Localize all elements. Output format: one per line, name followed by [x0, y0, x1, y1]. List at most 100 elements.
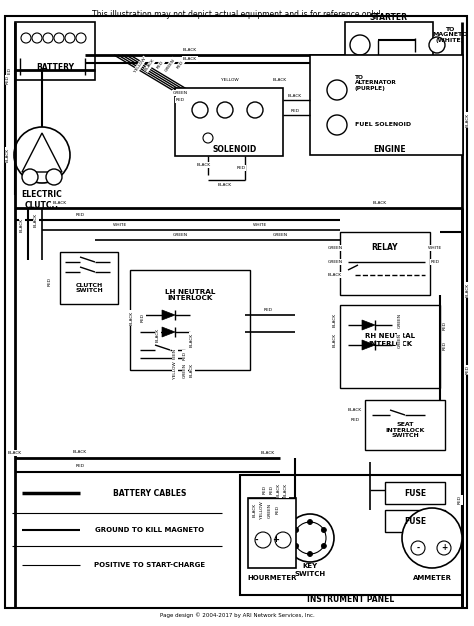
Text: RED: RED	[156, 60, 164, 70]
Bar	[248, 498, 296, 568]
Text: BLACK: BLACK	[20, 218, 24, 232]
Circle shape	[327, 80, 347, 100]
Text: GREEN: GREEN	[164, 58, 176, 73]
Bar	[385, 510, 445, 532]
Text: GREEN: GREEN	[398, 312, 402, 327]
Circle shape	[350, 35, 370, 55]
Text: YELLOW: YELLOW	[221, 78, 239, 82]
Polygon shape	[362, 340, 375, 350]
Text: FUSE: FUSE	[404, 516, 426, 525]
Text: BLACK: BLACK	[34, 213, 38, 227]
Circle shape	[54, 33, 64, 43]
Text: GREEN: GREEN	[173, 347, 177, 362]
Text: INSTRUMENT PANEL: INSTRUMENT PANEL	[307, 595, 395, 605]
Text: BLACK: BLACK	[144, 58, 155, 72]
Text: RED: RED	[458, 496, 462, 505]
Circle shape	[294, 528, 299, 533]
Text: RED: RED	[8, 68, 12, 76]
Bar	[310, 55, 463, 155]
Text: GREEN: GREEN	[328, 260, 343, 264]
Text: RED: RED	[75, 464, 84, 468]
Text: ENGINE: ENGINE	[374, 145, 406, 155]
Circle shape	[203, 133, 213, 143]
Text: BLACK: BLACK	[6, 148, 10, 162]
Circle shape	[247, 102, 263, 118]
Circle shape	[255, 532, 271, 548]
Bar	[385, 482, 445, 504]
Text: RH NEUTRAL
INTERLOCK: RH NEUTRAL INTERLOCK	[365, 334, 415, 347]
Text: RED: RED	[183, 351, 187, 359]
Circle shape	[275, 532, 291, 548]
Text: YELLOW: YELLOW	[260, 501, 264, 519]
Text: BLACK: BLACK	[156, 328, 160, 342]
Circle shape	[308, 520, 312, 525]
Text: SEAT
INTERLOCK
SWITCH: SEAT INTERLOCK SWITCH	[385, 422, 425, 438]
Circle shape	[32, 33, 42, 43]
Text: BLACK: BLACK	[197, 163, 211, 167]
Circle shape	[429, 37, 445, 53]
Text: BLACK: BLACK	[348, 408, 362, 412]
Text: RED: RED	[141, 314, 145, 322]
Text: BATTERY CABLES: BATTERY CABLES	[113, 488, 187, 498]
Text: BLACK: BLACK	[273, 78, 287, 82]
Text: BLACK: BLACK	[190, 333, 194, 347]
Text: WHITE: WHITE	[113, 223, 127, 227]
Text: -: -	[254, 535, 258, 545]
Text: TO
ALTERNATOR
(PURPLE): TO ALTERNATOR (PURPLE)	[355, 74, 397, 91]
Text: RED: RED	[264, 308, 273, 312]
Text: RED: RED	[176, 60, 184, 70]
Text: BLACK: BLACK	[130, 311, 134, 325]
Text: RED: RED	[350, 418, 359, 422]
Text: ELECTRIC
CLUTCH: ELECTRIC CLUTCH	[22, 190, 63, 210]
Text: RED: RED	[443, 321, 447, 329]
Circle shape	[411, 541, 425, 555]
Circle shape	[21, 33, 31, 43]
Text: RED: RED	[466, 366, 470, 374]
Text: RED: RED	[430, 260, 439, 264]
Text: GREEN: GREEN	[273, 233, 288, 237]
Text: CLUTCH
SWITCH: CLUTCH SWITCH	[75, 282, 103, 294]
Text: BLACK: BLACK	[253, 503, 257, 517]
Text: FUSE: FUSE	[404, 488, 426, 498]
Bar	[340, 305, 440, 388]
Text: YELLOW: YELLOW	[133, 56, 147, 73]
Circle shape	[321, 528, 327, 533]
Polygon shape	[162, 327, 175, 337]
Circle shape	[437, 541, 451, 555]
Text: BLACK: BLACK	[288, 94, 302, 98]
Text: RED: RED	[237, 166, 246, 170]
Text: +: +	[441, 543, 447, 553]
Text: HOURMETER: HOURMETER	[247, 575, 297, 581]
Text: -: -	[417, 543, 419, 553]
Circle shape	[294, 543, 299, 548]
Text: GROUND TO KILL MAGNETO: GROUND TO KILL MAGNETO	[95, 527, 205, 533]
Text: STARTER: STARTER	[370, 13, 408, 21]
Circle shape	[22, 169, 38, 185]
Text: WHITE: WHITE	[253, 223, 267, 227]
Circle shape	[14, 127, 70, 183]
Text: SOLENOID: SOLENOID	[213, 145, 257, 155]
Circle shape	[65, 33, 75, 43]
Bar	[15, 22, 95, 80]
Text: BLACK: BLACK	[190, 363, 194, 377]
Text: BLACK: BLACK	[183, 57, 197, 61]
Text: LH NEUTRAL
INTERLOCK: LH NEUTRAL INTERLOCK	[165, 289, 215, 302]
Polygon shape	[162, 310, 175, 320]
Text: BLACK: BLACK	[328, 273, 342, 277]
Text: RELAY: RELAY	[372, 244, 398, 252]
Bar	[345, 22, 433, 75]
Text: GREEN: GREEN	[173, 91, 188, 95]
Bar	[340, 232, 430, 295]
Text: BLACK: BLACK	[183, 48, 197, 52]
Text: BLACK: BLACK	[53, 201, 67, 205]
Text: RED: RED	[175, 98, 184, 102]
Circle shape	[402, 508, 462, 568]
Circle shape	[76, 33, 86, 43]
Circle shape	[43, 33, 53, 43]
Text: KEY
SWITCH: KEY SWITCH	[294, 563, 326, 577]
Text: BLACK: BLACK	[261, 451, 275, 455]
Bar	[130, 270, 250, 370]
Text: BLACK: BLACK	[277, 483, 281, 497]
Text: POSITIVE TO START-CHARGE: POSITIVE TO START-CHARGE	[94, 562, 206, 568]
Text: BLACK: BLACK	[333, 313, 337, 327]
